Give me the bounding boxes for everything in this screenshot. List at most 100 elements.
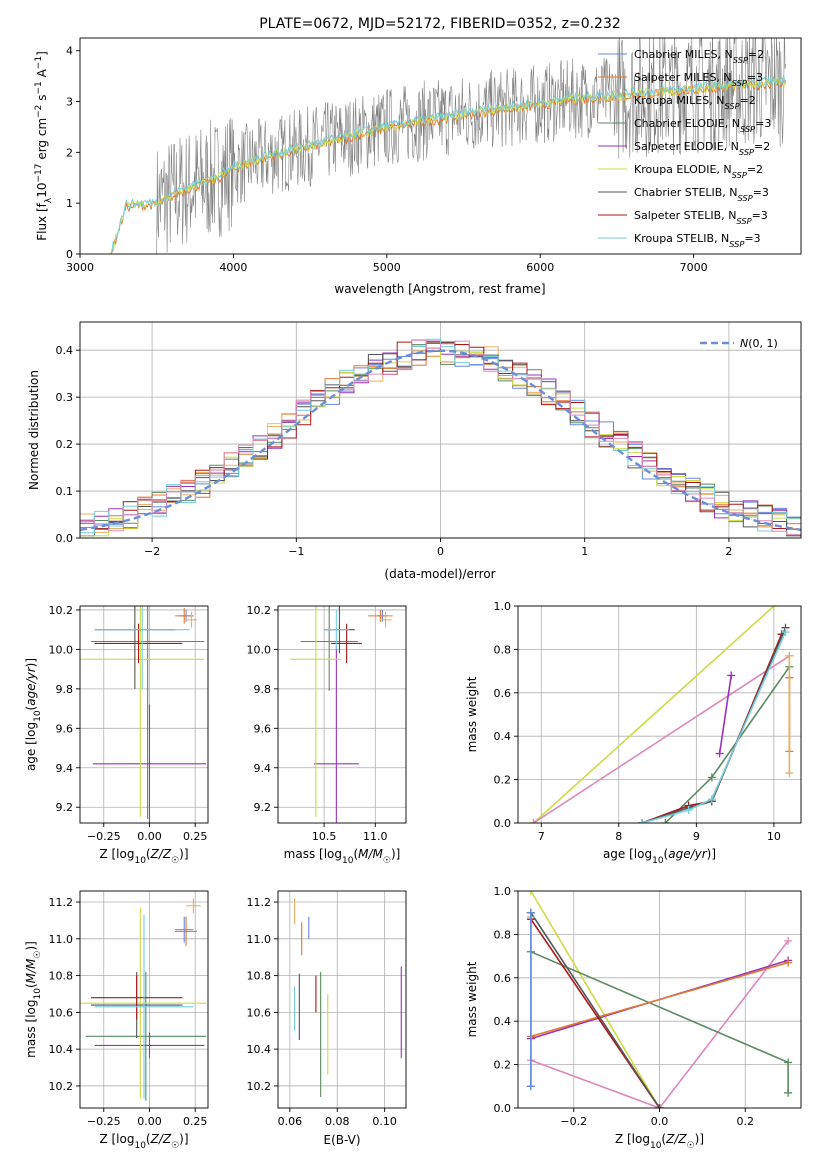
mass-weight-marker [526, 1082, 535, 1091]
x-tick-label: 0.25 [183, 1115, 208, 1128]
legend-entry: Kroupa MILES, NSSP=2 [634, 94, 756, 111]
x-tick-label: 7000 [680, 261, 708, 274]
mass-weight-line [530, 912, 661, 1108]
y-tick-label: 0.1 [56, 485, 74, 498]
mass-weight-marker [715, 749, 724, 758]
y-tick-label: 0.4 [494, 730, 512, 743]
y-tick-label: 1 [66, 197, 73, 210]
axes: −2 −1 0 1 2 0.0 0.1 0.2 0.3 0.4 [56, 344, 733, 558]
x-axis-label: E(B-V) [323, 1133, 360, 1147]
legend-entry: N(0, 1) [740, 337, 778, 350]
panel-massweight-vs-Z: −0.2 0.0 0.2 0.0 0.2 0.4 0.6 0.8 1.0 Z [log10(Z/Z… [465, 885, 802, 1151]
y-axis-label: mass weight [465, 961, 479, 1037]
y-tick-label: 0.0 [494, 1102, 512, 1115]
axes-frame [79, 890, 209, 1109]
plot-area [80, 898, 207, 1101]
y-tick-label: 10.2 [49, 1080, 74, 1093]
x-tick-label: 2 [725, 545, 732, 558]
mass-weight-marker [638, 819, 647, 823]
mass-weight-marker [784, 1088, 793, 1097]
y-tick-label: 0 [66, 248, 73, 261]
mass-weight-marker [727, 671, 736, 680]
x-tick-label: 0.25 [183, 830, 208, 843]
x-axis-label: wavelength [Angstrom, rest frame] [334, 282, 545, 296]
x-tick-label: −2 [144, 545, 160, 558]
y-tick-label: 10.8 [247, 970, 272, 983]
x-tick-label: 10 [767, 830, 781, 843]
x-tick-label: 6000 [526, 261, 554, 274]
y-tick-label: 9.2 [56, 801, 74, 814]
plot-area [290, 606, 393, 823]
mass-weight-line [530, 940, 789, 1108]
x-axis-label: mass [log10(M/M☉)] [284, 847, 401, 866]
y-tick-label: 0.2 [56, 438, 74, 451]
legend-entry: Kroupa ELODIE, NSSP=2 [634, 163, 763, 180]
y-axis-label: age [log10(age/yr)] [24, 658, 43, 771]
axes-frame [79, 605, 209, 824]
y-tick-label: 10.8 [49, 970, 74, 983]
mass-weight-marker [661, 819, 670, 823]
x-tick-label: 10.5 [312, 830, 337, 843]
legend-entry: Salpeter MILES, NSSP=3 [634, 71, 763, 88]
panel-massweight-vs-age: 7 8 9 10 0.0 0.2 0.4 0.6 0.8 1.0 age [log10(age/yr… [465, 600, 802, 866]
x-tick-label: 11.0 [363, 830, 388, 843]
x-tick-label: 0.06 [278, 1115, 303, 1128]
legend-entry: Salpeter STELIB, NSSP=3 [634, 209, 768, 226]
y-tick-label: 0.0 [494, 817, 512, 830]
x-axis-label: Z [log10(Z/Z☉)] [99, 1132, 188, 1151]
axes-frame [277, 890, 407, 1109]
panel-age-vs-Z: −0.25 0.00 0.25 9.2 9.4 9.6 9.8 10.0 10.2 Z [log1… [24, 604, 209, 866]
y-tick-label: 0.6 [494, 972, 512, 985]
grid [80, 606, 208, 823]
panel-mass-vs-Z: −0.25 0.00 0.25 10.2 10.4 10.6 10.8 11.0 11.2 Z [… [24, 890, 209, 1151]
mass-weight-line [718, 675, 732, 754]
grid [278, 891, 406, 1108]
mass-weight-marker [784, 958, 793, 967]
plot-area [80, 338, 801, 537]
y-tick-label: 9.4 [254, 762, 272, 775]
panel-mass-vs-EBV: 0.06 0.08 0.10 10.2 10.4 10.6 10.8 11.0 11.2 E(B-… [247, 890, 407, 1147]
x-tick-label: 8 [615, 830, 622, 843]
mass-weight-marker [684, 805, 693, 814]
mass-weight-marker [529, 819, 538, 823]
x-tick-label: −1 [288, 545, 304, 558]
x-tick-label: 0.10 [372, 1115, 397, 1128]
grid [518, 605, 801, 824]
y-tick-label: 10.6 [49, 1006, 74, 1019]
y-tick-label: 9.6 [56, 722, 74, 735]
axes: −0.25 0.00 0.25 9.2 9.4 9.6 9.8 10.0 10.2 [49, 604, 208, 843]
legend-entry: Salpeter ELODIE, NSSP=2 [634, 140, 770, 157]
mass-weight-marker [655, 1104, 664, 1108]
legend-entry: Chabrier STELIB, NSSP=3 [634, 186, 769, 203]
y-tick-label: 2 [66, 146, 73, 159]
y-tick-label: 11.0 [49, 933, 74, 946]
y-tick-label: 0.0 [56, 532, 74, 545]
y-tick-label: 10.0 [49, 643, 74, 656]
y-tick-label: 9.4 [56, 762, 74, 775]
y-tick-label: 9.2 [254, 801, 272, 814]
mass-weight-line [530, 961, 789, 1038]
y-tick-label: 0.6 [494, 687, 512, 700]
y-tick-label: 9.8 [56, 683, 74, 696]
y-tick-label: 0.8 [494, 928, 512, 941]
y-tick-label: 0.4 [494, 1015, 512, 1028]
mass-weight-marker [526, 908, 535, 917]
x-tick-label: 0.0 [651, 1115, 669, 1128]
y-tick-label: 10.0 [247, 643, 272, 656]
y-tick-label: 0.8 [494, 643, 512, 656]
panel-age-vs-mass: 10.5 11.0 9.2 9.4 9.6 9.8 10.0 10.2 mass [log10(… [247, 604, 407, 866]
mass-weight-marker [785, 769, 794, 778]
model-spectrum [110, 74, 787, 254]
plot-area [294, 898, 402, 1097]
y-tick-label: 3 [66, 96, 73, 109]
x-tick-label: −0.25 [87, 1115, 121, 1128]
plot-area [529, 606, 794, 823]
y-tick-label: 10.2 [247, 1080, 272, 1093]
y-tick-label: 9.6 [254, 722, 272, 735]
x-tick-label: −0.2 [560, 1115, 587, 1128]
x-tick-label: 0.00 [137, 1115, 162, 1128]
y-tick-label: 0.4 [56, 344, 74, 357]
y-tick-label: 0.2 [494, 774, 512, 787]
x-tick-label: 5000 [373, 261, 401, 274]
legend-entry: Chabrier MILES, NSSP=2 [634, 48, 764, 65]
